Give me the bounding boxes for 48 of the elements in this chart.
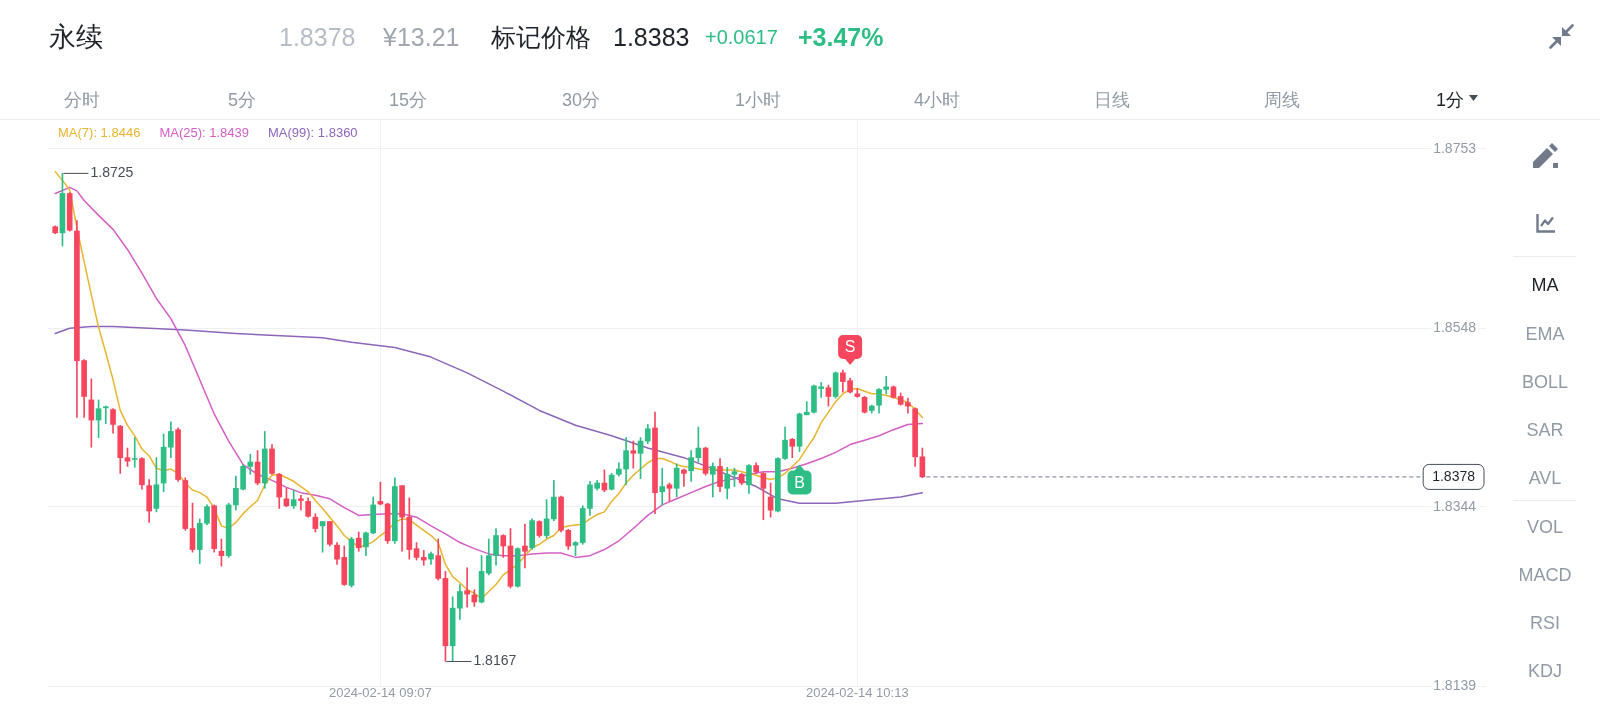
text: 1分 xyxy=(1435,90,1465,110)
x-tick-label: 2024-02-14 10:13 xyxy=(806,685,909,701)
text: 1小时 xyxy=(734,90,782,110)
candlestick xyxy=(102,405,109,424)
text: 4小时 xyxy=(913,90,961,110)
text: +0.0617 xyxy=(705,26,778,48)
text: SAR xyxy=(1526,420,1564,440)
candlestick xyxy=(681,468,687,487)
text: 周线 xyxy=(1264,90,1300,110)
candlestick xyxy=(522,523,528,569)
y-tick-label: 1.8139 xyxy=(1433,676,1477,693)
annotation: S xyxy=(844,338,856,356)
candlestick xyxy=(298,494,304,511)
candlestick xyxy=(420,550,427,566)
candlestick xyxy=(630,440,637,469)
text: MA(25): 1.8439 xyxy=(159,125,249,141)
text: 5分 xyxy=(227,90,257,110)
chart-title: 永续 xyxy=(49,21,103,52)
text: 标记价格 xyxy=(491,22,591,51)
annotation: 1.8725 xyxy=(90,164,134,181)
text: MA xyxy=(1531,275,1559,295)
text: AVL xyxy=(1528,468,1562,488)
x-tick-label: 2024-02-14 09:07 xyxy=(329,685,432,701)
annotation: B xyxy=(794,473,805,491)
text: 1.8378 xyxy=(279,22,356,51)
text: +3.47% xyxy=(798,22,884,51)
candlestick xyxy=(659,467,666,506)
candlestick xyxy=(464,567,470,608)
ref-line-label: 1.8378 xyxy=(1432,468,1476,485)
candlestick xyxy=(131,437,138,468)
text: 15分 xyxy=(388,90,428,110)
text: VOL xyxy=(1526,517,1564,537)
text: MA(7): 1.8446 xyxy=(58,125,141,141)
text: ¥13.21 xyxy=(383,22,460,51)
text: EMA xyxy=(1525,324,1565,344)
text: KDJ xyxy=(1527,661,1563,681)
y-tick-label: 1.8344 xyxy=(1433,497,1477,514)
annotation: 1.8167 xyxy=(473,652,517,669)
text: 30分 xyxy=(561,90,601,110)
y-tick-label: 1.8548 xyxy=(1433,319,1477,336)
text: 1.8383 xyxy=(613,22,690,51)
text: RSI xyxy=(1529,613,1561,633)
text: MACD xyxy=(1518,565,1572,585)
y-tick-label: 1.8753 xyxy=(1433,139,1477,156)
text: MA(99): 1.8360 xyxy=(267,125,358,141)
text: 分时 xyxy=(64,90,100,110)
text: 日线 xyxy=(1094,90,1130,110)
text: BOLL xyxy=(1521,372,1569,392)
